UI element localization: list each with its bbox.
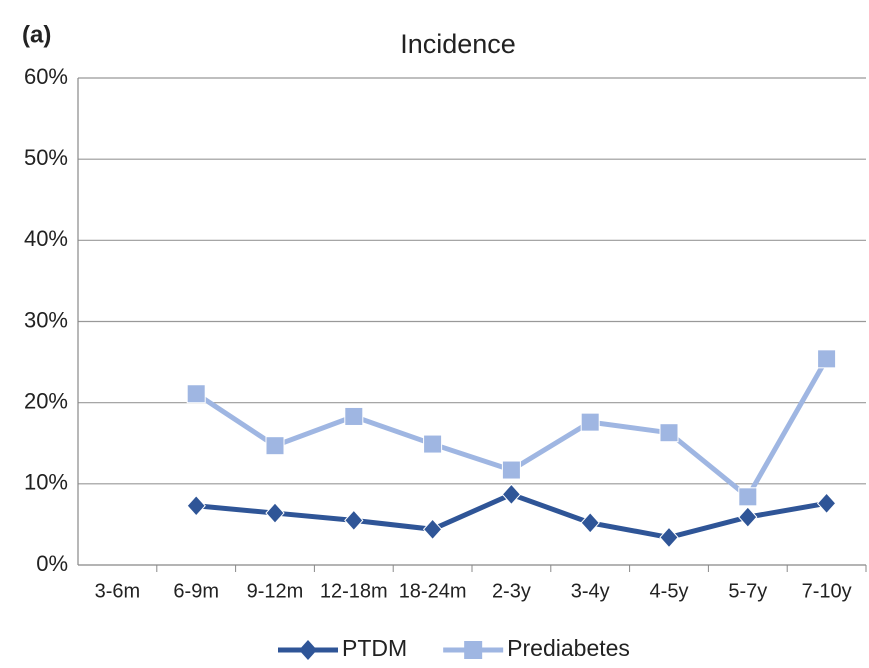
data-point — [265, 436, 285, 456]
data-point — [580, 512, 600, 534]
data-point — [186, 384, 206, 404]
legend-label: Prediabetes — [507, 635, 630, 661]
y-tick-label: 10% — [24, 470, 68, 495]
data-point — [344, 509, 364, 532]
x-tick-label: 3-6m — [95, 580, 141, 602]
legend-marker — [464, 641, 483, 659]
data-point — [817, 349, 837, 369]
data-point — [580, 412, 600, 432]
data-point — [501, 460, 521, 480]
x-tick-label: 7-10y — [802, 580, 852, 602]
data-point — [501, 483, 522, 506]
y-tick-label: 20% — [24, 388, 68, 413]
x-tick-label: 2-3y — [492, 580, 531, 602]
data-point — [738, 487, 758, 507]
x-tick-label: 4-5y — [650, 580, 689, 602]
y-tick-label: 0% — [36, 551, 68, 576]
y-tick-label: 50% — [24, 145, 68, 170]
x-tick-label: 18-24m — [399, 580, 467, 602]
data-point — [659, 526, 679, 549]
panel-label: (a) — [22, 21, 51, 48]
data-point — [344, 406, 364, 426]
chart-title: Incidence — [400, 29, 516, 59]
data-point — [265, 502, 285, 524]
y-tick-label: 30% — [24, 307, 68, 332]
x-tick-label: 6-9m — [173, 580, 219, 602]
x-tick-label: 3-4y — [571, 580, 610, 602]
data-point — [659, 423, 679, 443]
data-point — [423, 434, 443, 454]
legend-marker — [299, 640, 317, 660]
data-point — [422, 518, 443, 541]
x-tick-label: 12-18m — [320, 580, 388, 602]
data-point — [816, 492, 837, 515]
x-tick-label: 5-7y — [728, 580, 767, 602]
data-point — [738, 506, 758, 528]
legend-label: PTDM — [342, 635, 407, 661]
x-tick-label: 9-12m — [247, 580, 304, 602]
y-tick-label: 40% — [24, 226, 68, 251]
y-tick-label: 60% — [24, 64, 68, 89]
data-point — [186, 495, 206, 517]
